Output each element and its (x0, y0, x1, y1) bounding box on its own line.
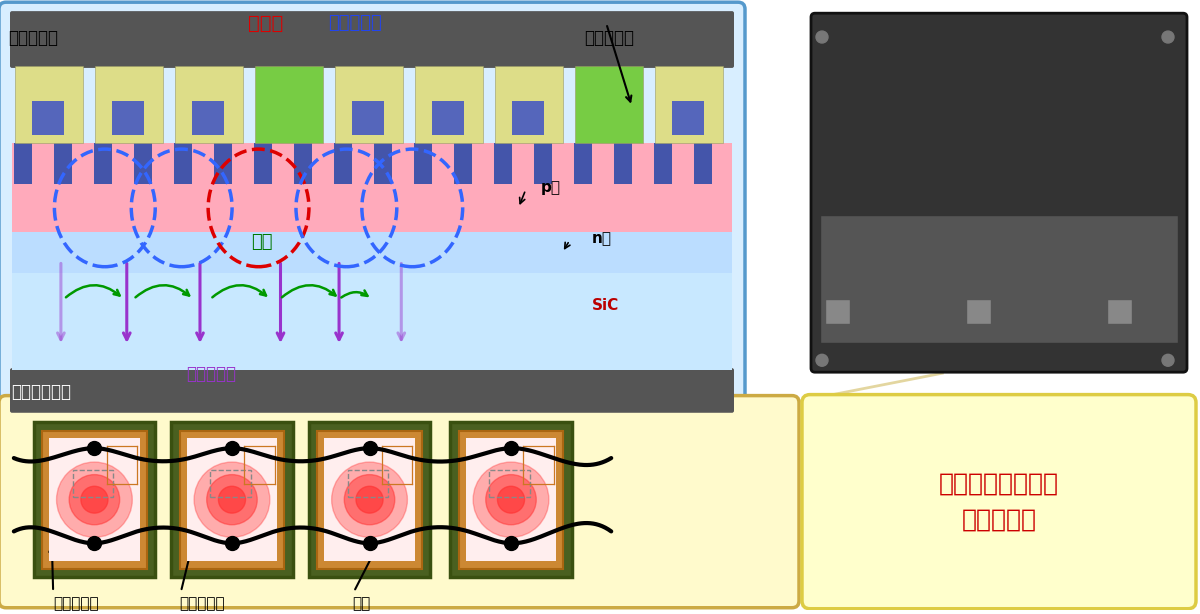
Text: 伝携: 伝携 (252, 233, 272, 251)
Bar (414, 143, 432, 184)
Bar (12, 273, 732, 370)
FancyBboxPatch shape (172, 422, 293, 577)
Circle shape (218, 486, 246, 513)
Circle shape (816, 354, 828, 366)
Bar (175, 66, 244, 143)
Circle shape (70, 475, 120, 525)
Bar (12, 232, 732, 273)
FancyBboxPatch shape (34, 422, 155, 577)
Text: 新構造: 新構造 (247, 14, 283, 33)
Bar (374, 143, 392, 184)
Circle shape (344, 475, 395, 525)
Text: すべてのチップに
電流が分散: すべてのチップに 電流が分散 (940, 472, 1060, 531)
FancyBboxPatch shape (10, 368, 734, 413)
Bar (16, 66, 83, 143)
Bar (574, 143, 592, 184)
Bar (654, 143, 672, 184)
Bar (256, 66, 323, 143)
Bar (294, 143, 312, 184)
Circle shape (206, 475, 257, 525)
Bar (54, 143, 72, 184)
FancyBboxPatch shape (458, 431, 563, 569)
FancyBboxPatch shape (450, 422, 572, 577)
Text: n層: n層 (592, 231, 612, 246)
Text: ソース電極: ソース電極 (8, 28, 58, 47)
Circle shape (498, 486, 524, 513)
Text: 従来のまま: 従来のまま (328, 14, 382, 33)
Bar (352, 101, 384, 135)
Bar (694, 143, 712, 184)
Bar (512, 101, 544, 135)
Text: ソース電極: ソース電極 (53, 596, 98, 611)
Bar (490, 470, 530, 497)
Bar (95, 66, 163, 143)
FancyBboxPatch shape (10, 11, 734, 68)
Bar (672, 101, 704, 135)
Text: サージ電流: サージ電流 (186, 365, 236, 383)
Text: 配線: 配線 (352, 596, 370, 611)
Circle shape (1162, 354, 1174, 366)
Circle shape (356, 486, 383, 513)
FancyBboxPatch shape (0, 395, 799, 608)
Bar (1108, 298, 1133, 324)
Circle shape (56, 462, 132, 537)
Bar (494, 143, 512, 184)
Bar (826, 298, 850, 324)
Bar (575, 66, 643, 143)
Bar (187, 438, 277, 561)
FancyBboxPatch shape (180, 431, 284, 569)
Text: p層: p層 (540, 180, 560, 195)
Text: ドレイン電極: ドレイン電極 (11, 384, 71, 402)
Circle shape (486, 475, 536, 525)
Bar (534, 143, 552, 184)
Bar (210, 470, 251, 497)
Text: SiC: SiC (592, 298, 619, 313)
Bar (214, 143, 232, 184)
Bar (348, 470, 389, 497)
Bar (614, 143, 632, 184)
Bar (14, 143, 32, 184)
Bar (192, 101, 224, 135)
Bar (454, 143, 472, 184)
Circle shape (331, 462, 407, 537)
Bar (466, 438, 556, 561)
Circle shape (194, 462, 270, 537)
Text: ゲート電極: ゲート電極 (584, 28, 635, 47)
Bar (134, 143, 152, 184)
Bar (12, 143, 732, 232)
FancyBboxPatch shape (308, 422, 431, 577)
Circle shape (80, 486, 108, 513)
Bar (334, 143, 352, 184)
FancyBboxPatch shape (802, 395, 1196, 608)
Bar (32, 101, 64, 135)
Bar (496, 66, 563, 143)
Circle shape (473, 462, 548, 537)
Bar (254, 143, 272, 184)
Bar (324, 438, 415, 561)
FancyBboxPatch shape (811, 13, 1187, 372)
Text: ゲート電極: ゲート電極 (179, 596, 224, 611)
Bar (415, 66, 484, 143)
Bar (655, 66, 724, 143)
Bar (820, 216, 1178, 343)
Circle shape (1162, 31, 1174, 43)
FancyBboxPatch shape (317, 431, 422, 569)
Bar (49, 438, 139, 561)
Bar (174, 143, 192, 184)
Bar (432, 101, 464, 135)
Bar (966, 298, 991, 324)
Bar (73, 470, 113, 497)
FancyBboxPatch shape (0, 2, 745, 422)
Bar (94, 143, 112, 184)
Bar (112, 101, 144, 135)
FancyBboxPatch shape (42, 431, 146, 569)
Circle shape (816, 31, 828, 43)
Bar (335, 66, 403, 143)
